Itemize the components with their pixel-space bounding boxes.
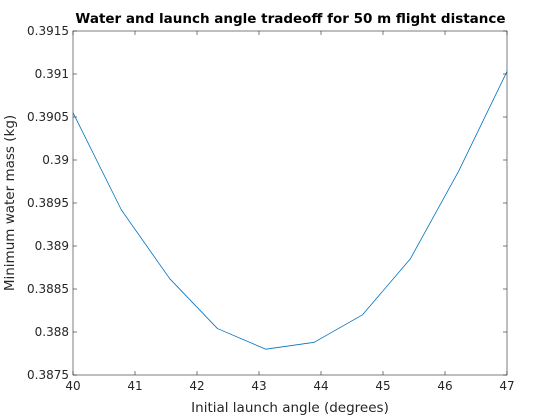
y-tick-label: 0.3905 bbox=[27, 110, 69, 124]
x-axis-ticks: 40 41 42 43 44 45 46 47 bbox=[65, 31, 515, 393]
series-line bbox=[72, 71, 508, 350]
y-tick-label: 0.3875 bbox=[27, 368, 69, 382]
series-layer bbox=[72, 71, 508, 350]
y-tick-label: 0.3915 bbox=[27, 24, 69, 38]
y-axis-ticks: 0.3875 0.388 0.3885 0.389 0.3895 0.39 0.3905 0.… bbox=[27, 24, 507, 382]
y-tick-label: 0.391 bbox=[35, 67, 69, 81]
y-tick-label: 0.39 bbox=[42, 153, 69, 167]
y-axis-label: Minimum water mass (kg) bbox=[2, 115, 18, 291]
x-tick-label: 41 bbox=[127, 379, 142, 393]
x-axis-label: Initial launch angle (degrees) bbox=[191, 400, 389, 416]
x-tick-label: 42 bbox=[189, 379, 204, 393]
y-tick-label: 0.3885 bbox=[27, 282, 69, 296]
y-tick-label: 0.388 bbox=[35, 325, 69, 339]
chart-title: Water and launch angle tradeoff for 50 m… bbox=[75, 11, 505, 27]
x-tick-label: 46 bbox=[437, 379, 452, 393]
x-tick-label: 40 bbox=[65, 379, 80, 393]
x-tick-label: 45 bbox=[375, 379, 390, 393]
x-tick-label: 44 bbox=[313, 379, 328, 393]
plot-area bbox=[72, 30, 508, 376]
y-tick-label: 0.3895 bbox=[27, 196, 69, 210]
y-tick-label: 0.389 bbox=[35, 239, 69, 253]
x-tick-label: 47 bbox=[499, 379, 514, 393]
x-tick-label: 43 bbox=[251, 379, 266, 393]
